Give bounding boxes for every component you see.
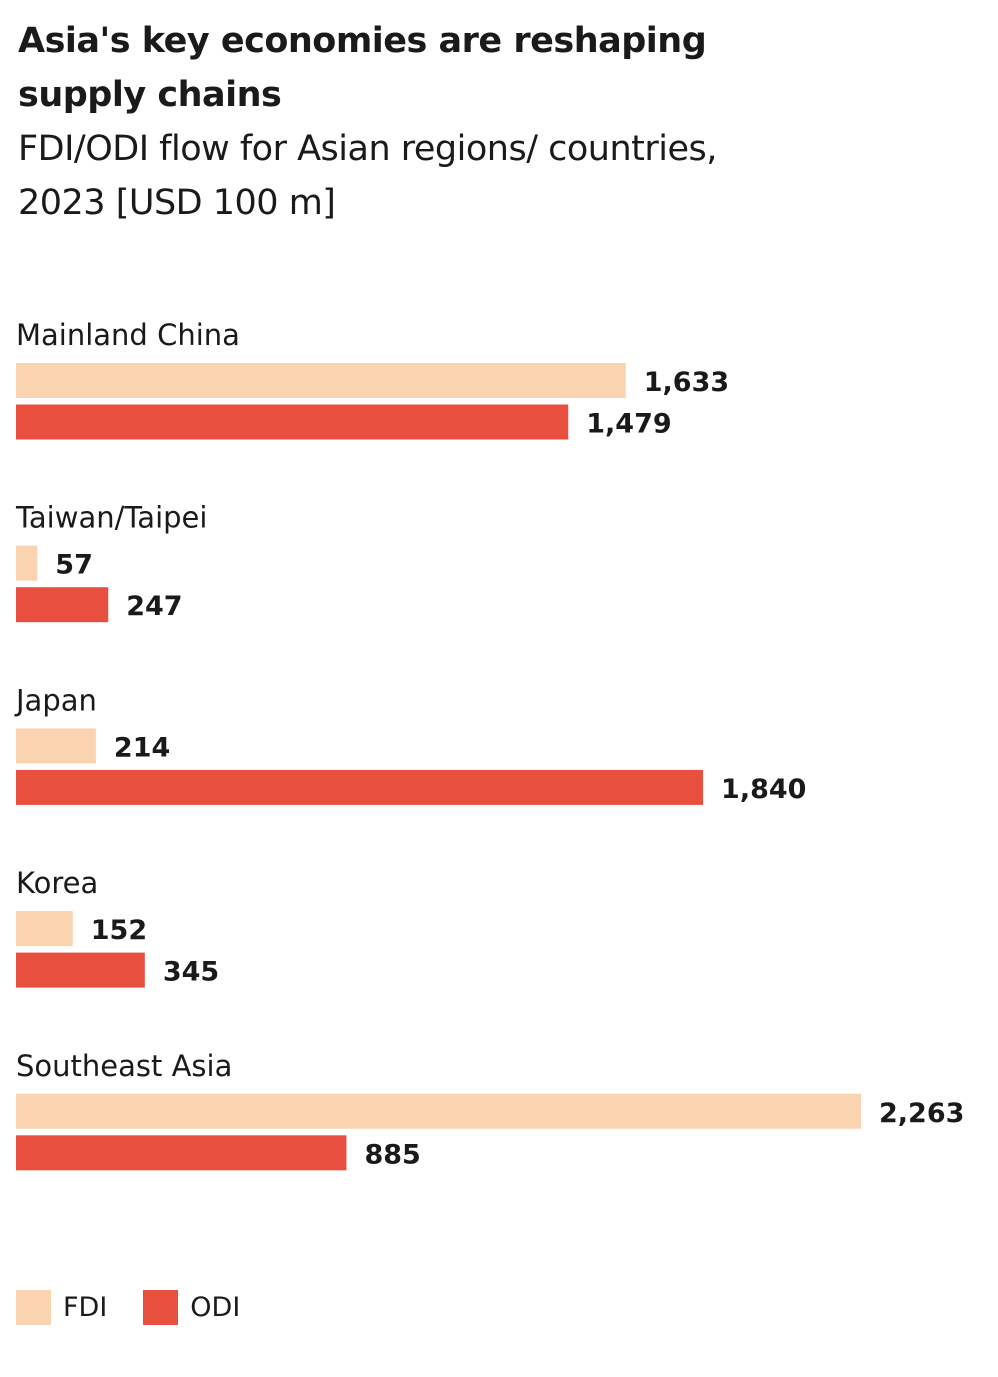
- value-label-odi-japan: 1,840: [721, 774, 806, 805]
- value-label-fdi-mainland-china: 1,633: [644, 367, 729, 398]
- legend-swatch-odi: [143, 1290, 179, 1325]
- legend-swatch-fdi: [16, 1290, 51, 1325]
- bar-odi-mainland-china: [16, 404, 569, 440]
- bar-odi-taiwan-taipei: [16, 587, 109, 623]
- legend-item-odi: ODI: [143, 1290, 240, 1325]
- bar-chart: Mainland China 1,633 1,479 Taiwan/Taipei 57 2…: [14, 318, 964, 1171]
- legend-label-fdi: FDI: [63, 1292, 108, 1323]
- category-label-mainland-china: Mainland China: [16, 318, 240, 352]
- bar-odi-southeast-asia: [16, 1135, 347, 1171]
- chart-title: Asia's key economies are reshaping suppl…: [18, 21, 707, 115]
- value-label-odi-southeast-asia: 885: [364, 1139, 420, 1170]
- category-label-southeast-asia: Southeast Asia: [16, 1049, 232, 1083]
- bar-odi-korea: [16, 952, 145, 988]
- bar-fdi-korea: [16, 911, 73, 947]
- chart-subtitle: FDI/ODI flow for Asian regions/ countrie…: [18, 129, 717, 223]
- value-label-odi-mainland-china: 1,479: [586, 409, 671, 440]
- bar-fdi-japan: [16, 728, 96, 764]
- value-label-fdi-southeast-asia: 2,263: [879, 1098, 964, 1129]
- value-label-fdi-japan: 214: [114, 732, 170, 763]
- value-label-fdi-korea: 152: [91, 915, 147, 946]
- legend-label-odi: ODI: [190, 1292, 241, 1323]
- bar-fdi-taiwan-taipei: [16, 545, 38, 581]
- value-label-fdi-taiwan-taipei: 57: [55, 550, 93, 581]
- category-label-japan: Japan: [14, 683, 97, 717]
- legend: FDI ODI: [16, 1290, 276, 1325]
- legend-item-fdi: FDI: [16, 1290, 107, 1325]
- bar-fdi-southeast-asia: [16, 1093, 861, 1129]
- bar-fdi-mainland-china: [16, 363, 626, 398]
- category-label-korea: Korea: [16, 866, 98, 900]
- value-label-odi-korea: 345: [163, 957, 219, 988]
- value-label-odi-taiwan-taipei: 247: [126, 591, 182, 622]
- category-label-taiwan-taipei: Taiwan/Taipei: [15, 501, 207, 535]
- bar-odi-japan: [16, 769, 704, 805]
